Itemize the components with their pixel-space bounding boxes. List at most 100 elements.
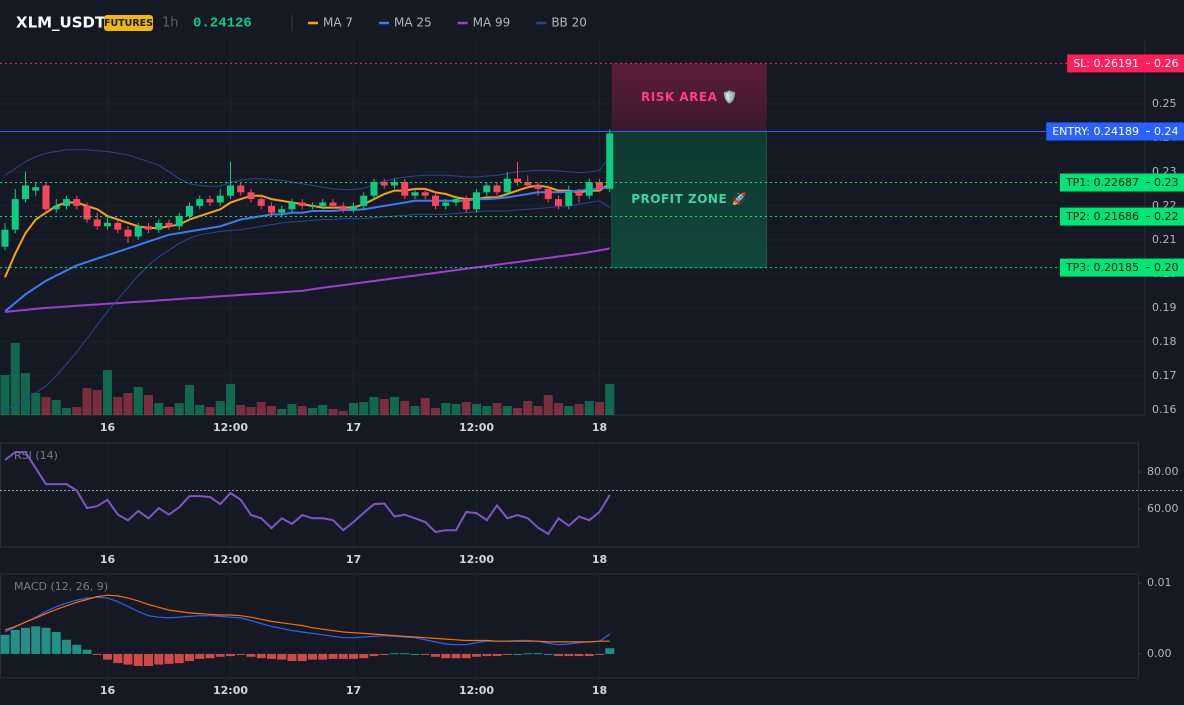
- candle-body: [493, 185, 501, 193]
- candle-body: [216, 195, 224, 203]
- histogram-bar: [41, 627, 51, 654]
- volume-bar: [103, 370, 112, 415]
- histogram-bar: [51, 632, 61, 654]
- signal-line: [4, 594, 610, 643]
- x-tick-label: 12:00: [459, 553, 494, 566]
- candle-body: [165, 222, 173, 227]
- volume-bar: [472, 404, 481, 415]
- candle-body: [196, 199, 204, 206]
- histogram-bar: [103, 653, 112, 660]
- histogram-bar: [472, 653, 481, 657]
- legend: MA 7 MA 25 MA 99 BB 20: [308, 16, 587, 30]
- legend-label: MA 25: [394, 16, 432, 30]
- histogram-bar: [72, 644, 82, 654]
- histogram-bar: [513, 653, 522, 655]
- volume-bar: [31, 393, 41, 415]
- candle-body: [432, 195, 439, 206]
- volume-bar: [10, 343, 20, 415]
- x-tick-label: 17: [346, 553, 361, 566]
- candle-body: [268, 205, 275, 213]
- volume-bar: [287, 404, 297, 415]
- volume-bar: [164, 407, 174, 415]
- volume-bar: [328, 409, 338, 415]
- candle-body: [124, 229, 132, 237]
- y-tick-label: 0.18: [1152, 335, 1177, 348]
- volume-bar: [92, 390, 102, 415]
- histogram-bar: [174, 653, 184, 664]
- candle-body: [391, 182, 398, 186]
- histogram-bar: [564, 653, 574, 657]
- volume-bar: [574, 404, 584, 415]
- candle-body: [360, 195, 368, 206]
- candle-body: [11, 199, 19, 230]
- volume-bar: [318, 405, 328, 415]
- histogram-bar: [297, 653, 307, 662]
- candle-body: [339, 205, 347, 210]
- histogram-bar: [359, 653, 369, 659]
- level-label: TP1: 0.22687: [1065, 176, 1139, 189]
- candle-body: [155, 222, 163, 230]
- histogram-bar: [400, 653, 410, 655]
- volume-bar: [267, 406, 276, 415]
- level-label-bg: [1059, 173, 1184, 192]
- candle-body: [606, 133, 614, 189]
- candle-body: [63, 199, 70, 206]
- histogram-bar: [492, 653, 502, 657]
- macd-line: [4, 596, 611, 646]
- volume-bar: [482, 406, 492, 415]
- volume-bar: [256, 402, 266, 415]
- candle-body: [473, 192, 480, 210]
- histogram-bar: [584, 653, 594, 657]
- volume-bar: [390, 397, 399, 415]
- candle-body: [401, 182, 409, 196]
- pane-title: MACD (12, 26, 9): [14, 580, 108, 593]
- volume-bar: [154, 403, 164, 415]
- volume-bar: [82, 388, 92, 415]
- volume-bar: [564, 406, 574, 415]
- candle-body: [247, 192, 255, 200]
- histogram-bar: [605, 648, 615, 654]
- candle-body: [278, 209, 286, 213]
- volume-bar: [543, 395, 553, 415]
- y-tick-label: 0.19: [1152, 301, 1177, 314]
- volume-bar: [554, 403, 563, 415]
- volume-bar: [0, 375, 10, 415]
- volume-bar: [72, 407, 82, 415]
- histogram-bar: [308, 653, 317, 660]
- histogram-bar: [236, 653, 246, 655]
- main-plot: RISK AREA 🛡️ PROFIT ZONE 🚀: [0, 63, 768, 415]
- volume-bar: [133, 387, 143, 415]
- volume-bar: [123, 393, 133, 415]
- level-tick-label: 0.26: [1154, 57, 1179, 70]
- histogram-bar: [267, 653, 276, 659]
- candle-body: [544, 188, 552, 200]
- histogram-bar: [543, 653, 553, 655]
- y-tick-label: 0.00: [1147, 647, 1172, 660]
- profit-label: PROFIT ZONE 🚀: [631, 192, 747, 206]
- histogram-bar: [451, 653, 461, 659]
- ma-line: [4, 182, 611, 278]
- histogram-bar: [123, 653, 133, 665]
- volume-bar: [461, 402, 471, 415]
- histogram-bar: [246, 653, 256, 657]
- histogram-bar: [338, 653, 348, 659]
- y-tick-label: 0.17: [1152, 369, 1177, 382]
- volume-bar: [62, 408, 71, 415]
- volume-bar: [41, 397, 51, 415]
- ma-line: [4, 186, 610, 313]
- histogram-bar: [533, 653, 543, 655]
- candle-body: [555, 199, 562, 206]
- y-tick-label: 80.00: [1147, 465, 1179, 478]
- volume-bar: [410, 406, 420, 415]
- histogram-bar: [62, 639, 71, 654]
- y-tick-label: 0.25: [1152, 97, 1177, 110]
- histogram-bar: [461, 653, 471, 659]
- volume-bar: [51, 400, 61, 415]
- candle-body: [534, 185, 542, 189]
- x-tick-label: 16: [100, 421, 116, 434]
- bb-upper: [4, 149, 611, 191]
- volume-bar: [431, 408, 440, 415]
- candle-body: [257, 199, 265, 206]
- histogram-bar: [0, 634, 10, 654]
